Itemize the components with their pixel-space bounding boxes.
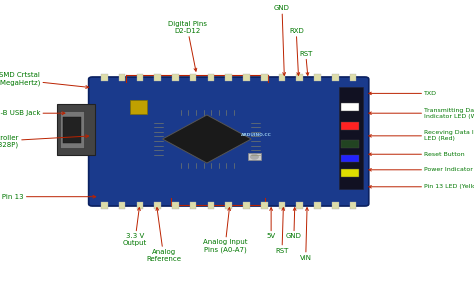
Text: 5V: 5V xyxy=(266,208,276,239)
Bar xyxy=(172,202,179,209)
Bar xyxy=(190,202,196,209)
Text: SMD Crtstal
(16 MegaHertz): SMD Crtstal (16 MegaHertz) xyxy=(0,72,89,88)
Bar xyxy=(341,155,359,162)
Bar xyxy=(341,140,359,148)
Bar xyxy=(101,202,108,209)
Text: ARDUINO.CC: ARDUINO.CC xyxy=(240,133,272,137)
Bar xyxy=(155,74,161,81)
Text: Transmitting Data
Indicator LED (White): Transmitting Data Indicator LED (White) xyxy=(369,108,474,119)
Bar xyxy=(248,153,261,160)
Bar xyxy=(190,74,196,81)
Bar xyxy=(226,202,232,209)
Bar xyxy=(243,74,250,81)
Bar xyxy=(350,202,356,209)
Bar xyxy=(350,74,356,81)
FancyBboxPatch shape xyxy=(60,111,84,148)
Text: RXD: RXD xyxy=(289,28,304,75)
Text: Mini-B USB Jack: Mini-B USB Jack xyxy=(0,110,65,116)
Text: Analog Input
Pins (A0-A7): Analog Input Pins (A0-A7) xyxy=(203,208,247,253)
Bar xyxy=(279,74,285,81)
Text: Analog
Reference: Analog Reference xyxy=(146,208,181,262)
Bar xyxy=(332,202,338,209)
Bar xyxy=(341,122,359,130)
Bar xyxy=(296,74,303,81)
Bar xyxy=(137,74,143,81)
Text: TXD: TXD xyxy=(369,91,437,96)
Bar xyxy=(341,104,359,112)
Bar xyxy=(137,202,143,209)
Text: Microcontroller
(ATmega328P): Microcontroller (ATmega328P) xyxy=(0,135,89,148)
Bar xyxy=(339,87,363,189)
Bar xyxy=(63,117,81,143)
Bar xyxy=(279,202,285,209)
Text: RST: RST xyxy=(275,208,289,254)
Text: Pin 13 LED (Yellow): Pin 13 LED (Yellow) xyxy=(369,184,474,189)
Bar xyxy=(208,202,214,209)
FancyBboxPatch shape xyxy=(57,104,95,155)
Bar xyxy=(261,202,267,209)
Bar xyxy=(118,74,125,81)
Bar xyxy=(101,74,108,81)
Bar xyxy=(208,74,214,81)
Text: GND: GND xyxy=(274,5,290,75)
Text: Receving Data Indicator
LED (Red): Receving Data Indicator LED (Red) xyxy=(369,130,474,141)
Bar xyxy=(130,100,147,114)
Text: GND: GND xyxy=(286,208,302,239)
Bar xyxy=(243,202,250,209)
Polygon shape xyxy=(163,115,251,163)
Circle shape xyxy=(251,155,258,159)
Bar xyxy=(314,74,321,81)
Text: Reset Button: Reset Button xyxy=(369,152,465,157)
Text: Digital Pin 13: Digital Pin 13 xyxy=(0,194,96,200)
Text: Power Indicator (Blue): Power Indicator (Blue) xyxy=(369,167,474,172)
Text: RST: RST xyxy=(299,51,312,75)
Bar xyxy=(226,74,232,81)
Bar xyxy=(314,202,321,209)
Bar xyxy=(332,74,338,81)
Text: VIN: VIN xyxy=(300,208,312,261)
Bar xyxy=(261,74,267,81)
Bar xyxy=(341,169,359,177)
Bar xyxy=(172,74,179,81)
Bar xyxy=(118,202,125,209)
Text: 3.3 V
Output: 3.3 V Output xyxy=(123,208,147,246)
Bar xyxy=(296,202,303,209)
FancyBboxPatch shape xyxy=(89,77,369,206)
Text: Digital Pins
D2-D12: Digital Pins D2-D12 xyxy=(168,21,207,71)
Bar xyxy=(155,202,161,209)
